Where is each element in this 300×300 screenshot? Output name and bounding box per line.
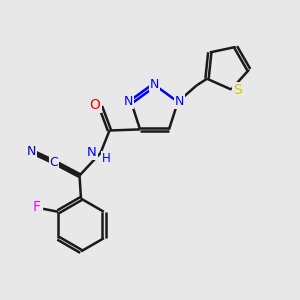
Text: N: N — [87, 146, 97, 159]
Text: N: N — [150, 78, 159, 91]
Text: N: N — [175, 95, 184, 108]
Text: N: N — [27, 145, 36, 158]
Text: C: C — [50, 155, 58, 169]
Text: N: N — [124, 95, 134, 108]
Text: H: H — [102, 152, 111, 165]
Text: F: F — [32, 200, 40, 214]
Text: O: O — [90, 98, 101, 112]
Text: S: S — [233, 83, 242, 97]
